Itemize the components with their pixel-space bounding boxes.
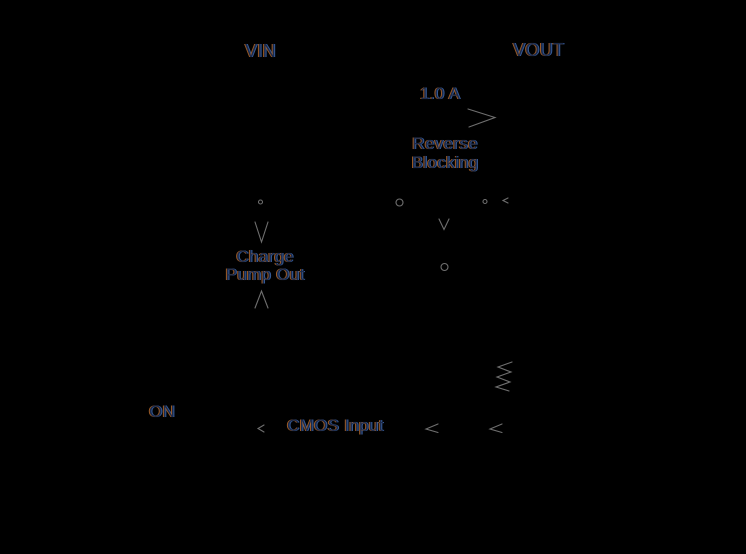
on-pin-label: ON <box>149 402 176 421</box>
fet-bubble-lower-icon <box>440 262 449 272</box>
charge-pump-arrow-down-icon <box>254 221 269 244</box>
signal-arrow-left-2-icon <box>488 423 503 434</box>
current-flow-arrow-right-icon <box>467 108 497 128</box>
fet-gate-arrow-down-icon <box>438 218 450 231</box>
vout-label: VOUT <box>513 40 565 60</box>
reverse-blocking-line2: Blocking <box>411 153 479 172</box>
reverse-blocking-line1: Reverse <box>412 134 478 153</box>
reverse-blocking-label: Reverse Blocking <box>402 134 488 172</box>
gate-node-dot-icon <box>257 199 264 205</box>
node-dot-right-icon <box>482 198 488 205</box>
signal-arrow-left-1-icon <box>424 423 439 434</box>
charge-pump-line1: Charge <box>236 247 294 266</box>
charge-pump-line2: Pump Out <box>225 265 305 284</box>
resistor-zigzag-icon <box>494 361 513 392</box>
on-wire-chevron-icon <box>256 424 265 433</box>
charge-pump-arrow-up-icon <box>254 289 269 309</box>
charge-pump-out-label: Charge Pump Out <box>221 248 309 284</box>
current-rating-label: 1.0 A <box>420 84 461 103</box>
cmos-input-label: CMOS Input <box>287 416 384 435</box>
chevron-tiny-right-icon <box>501 197 509 204</box>
vin-label: VIN <box>245 41 276 61</box>
fet-bubble-left-icon <box>395 198 404 207</box>
